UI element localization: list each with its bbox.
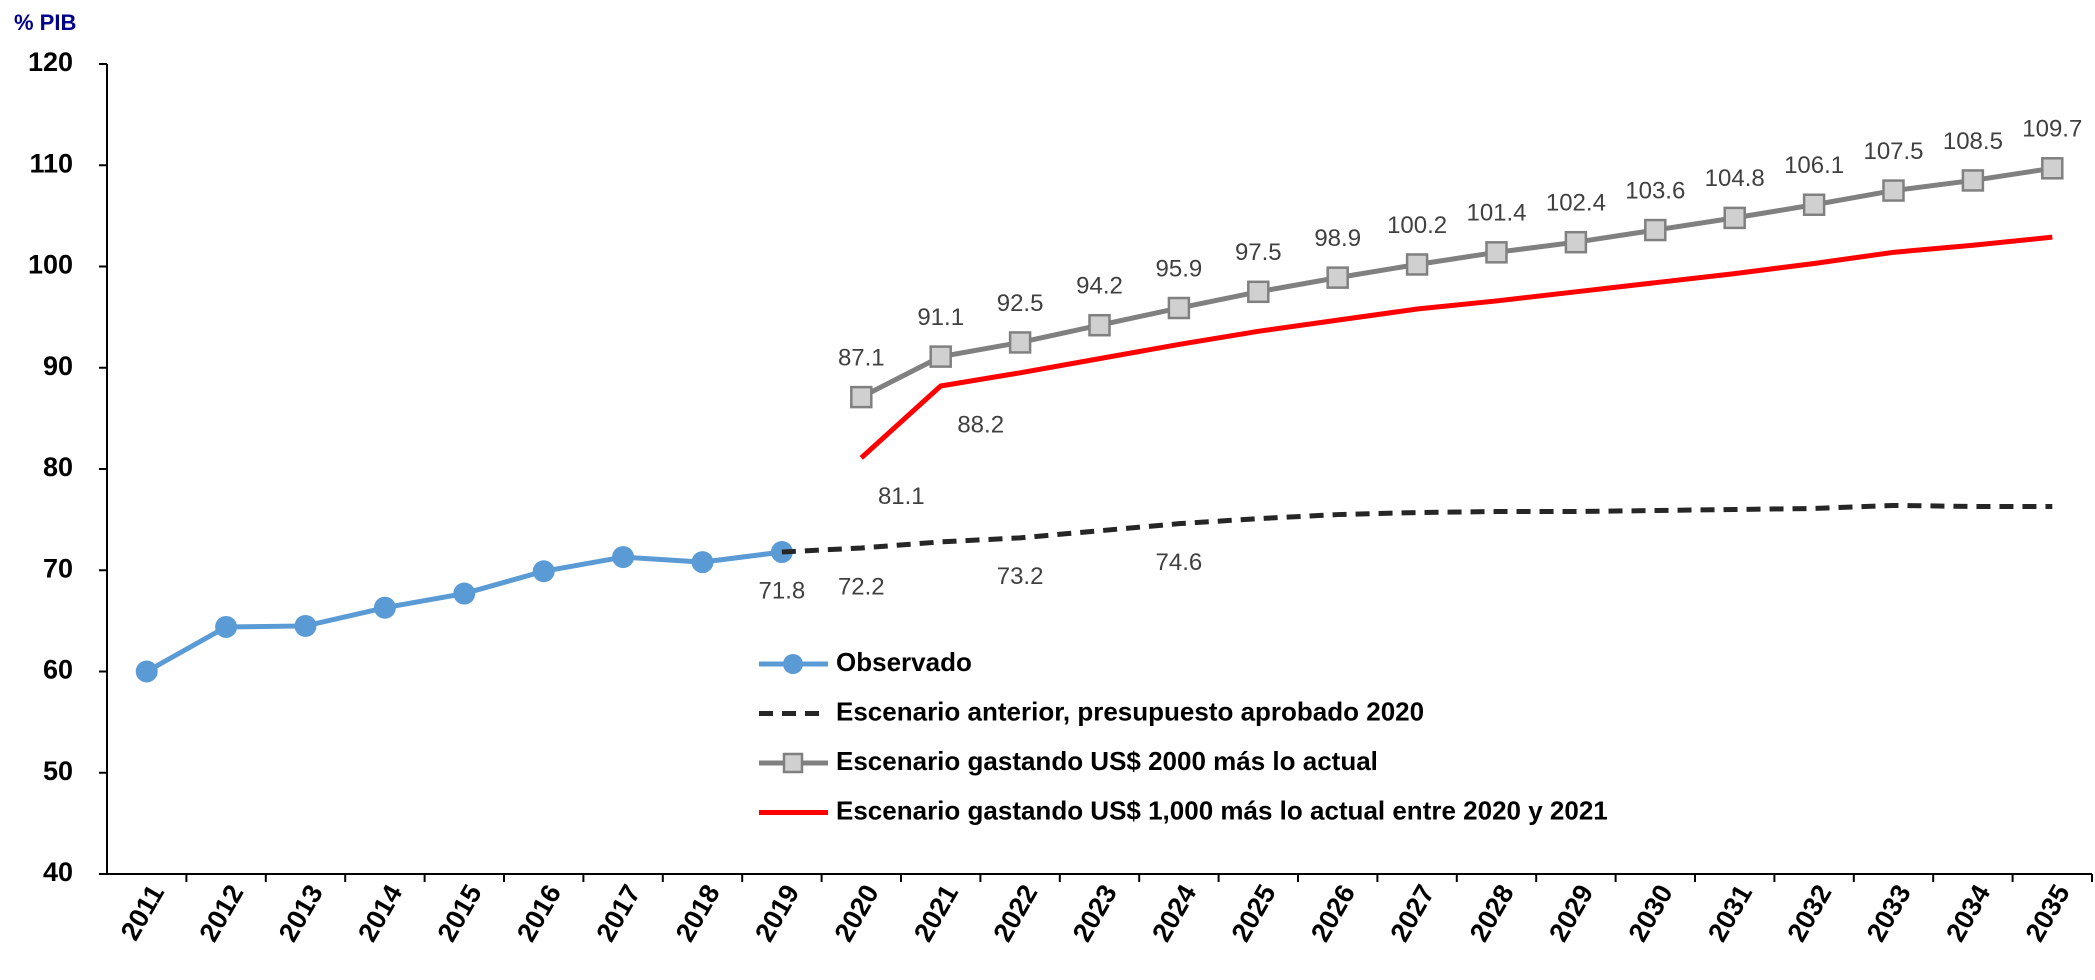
x-tick-label: 2019 [749, 880, 805, 947]
data-label: 104.8 [1705, 165, 1765, 192]
data-label: 107.5 [1863, 138, 1923, 165]
data-label: 102.4 [1546, 190, 1606, 217]
x-tick-label: 2031 [1702, 880, 1758, 947]
legend-label: Escenario anterior, presupuesto aprobado… [836, 696, 1424, 726]
x-tick-label: 2032 [1781, 880, 1837, 947]
series-line [859, 234, 2053, 460]
data-label: 73.2 [997, 563, 1044, 590]
x-tick-label: 2015 [432, 880, 488, 947]
point [1167, 296, 1191, 320]
x-tick-label: 2034 [1940, 880, 1996, 947]
point [1088, 313, 1111, 337]
series-line [781, 502, 2053, 555]
data-label: 100.2 [1387, 212, 1447, 239]
point [294, 614, 317, 637]
y-tick-label: 50 [43, 756, 73, 786]
x-tick-label: 2017 [590, 880, 646, 947]
legend-label: Observado [836, 647, 972, 677]
y-tick-label: 70 [43, 553, 73, 583]
point [135, 660, 158, 683]
legend-label: Escenario gastando US$ 1,000 más lo actu… [836, 795, 1608, 825]
point [850, 385, 873, 409]
data-label: 103.6 [1625, 177, 1685, 204]
x-tick-label: 2026 [1305, 880, 1361, 947]
series-line [145, 549, 783, 674]
point [1961, 169, 1985, 192]
y-tick-label: 90 [43, 351, 73, 381]
x-tick-label: 2021 [908, 880, 964, 947]
y-tick-label: 80 [43, 452, 73, 482]
data-label: 91.1 [917, 304, 964, 331]
x-tick-label: 2029 [1543, 880, 1599, 947]
point [215, 615, 238, 638]
y-axis-label: % PIB [14, 10, 76, 35]
point [532, 560, 555, 583]
y-tick-label: 40 [43, 857, 73, 887]
data-label: 106.1 [1784, 152, 1844, 179]
point [691, 551, 714, 574]
data-label: 95.9 [1156, 255, 1203, 282]
legend-label: Escenario gastando US$ 2000 más lo actua… [836, 746, 1378, 776]
data-label: 74.6 [1156, 549, 1203, 576]
x-tick-label: 2035 [2020, 880, 2076, 947]
x-tick-label: 2030 [1623, 880, 1679, 947]
data-label: 101.4 [1466, 200, 1526, 227]
data-label: 98.9 [1314, 225, 1361, 252]
data-label: 71.8 [759, 577, 806, 604]
point [929, 345, 952, 368]
x-tick-label: 2018 [670, 880, 726, 947]
data-label: 81.1 [878, 483, 925, 510]
data-label: 108.5 [1943, 128, 2003, 155]
y-tick-label: 60 [43, 655, 73, 685]
x-tick-label: 2012 [193, 880, 249, 947]
series-line [860, 165, 2053, 400]
data-label: 72.2 [838, 573, 885, 600]
point [1405, 253, 1429, 276]
point [612, 546, 635, 569]
point [373, 596, 396, 619]
point [1564, 230, 1588, 254]
point [2041, 157, 2064, 180]
y-tick-label: 120 [28, 47, 73, 77]
point [1644, 218, 1667, 242]
x-tick-label: 2022 [987, 880, 1043, 947]
data-label: 92.5 [997, 290, 1044, 317]
point [1485, 241, 1508, 264]
legend-marker [783, 654, 803, 674]
data-label: 109.7 [2022, 116, 2082, 143]
point [1882, 179, 1905, 202]
x-tick-label: 2027 [1384, 880, 1440, 947]
legend-marker [782, 752, 804, 774]
data-label: 94.2 [1076, 273, 1123, 300]
data-label: 97.5 [1235, 239, 1282, 266]
point [1326, 266, 1349, 289]
point [1723, 206, 1746, 230]
x-tick-label: 2011 [115, 880, 170, 946]
x-tick-label: 2020 [829, 880, 885, 947]
x-tick-label: 2023 [1067, 880, 1123, 947]
data-label: 87.1 [838, 344, 885, 371]
x-tick-label: 2013 [273, 880, 329, 947]
x-tick-label: 2016 [511, 880, 567, 947]
x-tick-label: 2025 [1226, 880, 1282, 947]
x-tick-label: 2014 [352, 880, 408, 947]
x-tick-label: 2024 [1146, 880, 1202, 947]
y-tick-label: 100 [28, 250, 73, 280]
data-label: 88.2 [957, 411, 1004, 438]
point [453, 582, 476, 605]
x-tick-label: 2028 [1464, 880, 1520, 947]
point [1008, 331, 1032, 354]
point [1802, 193, 1826, 216]
point [1247, 280, 1270, 304]
y-tick-label: 110 [29, 148, 73, 178]
x-tick-label: 2033 [1861, 880, 1917, 947]
